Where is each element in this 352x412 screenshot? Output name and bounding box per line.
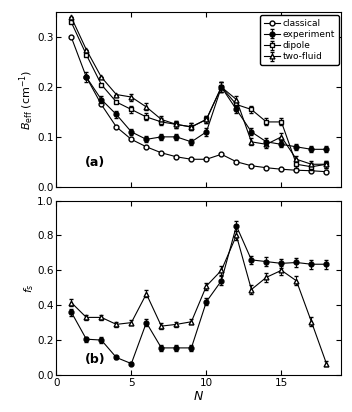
X-axis label: $N$: $N$ [193,391,205,403]
classical [114,124,119,129]
classical [174,154,178,159]
classical [84,75,88,80]
classical [324,169,328,174]
classical [264,165,269,170]
classical [99,102,103,107]
Legend: classical, experiment, dipole, two-fluid: classical, experiment, dipole, two-fluid [260,15,339,65]
classical [219,152,224,157]
classical [189,157,194,162]
Line: classical: classical [69,35,329,174]
classical [279,167,283,172]
Y-axis label: $f_s$: $f_s$ [22,283,36,293]
classical [159,150,163,155]
classical [144,144,149,149]
Y-axis label: $B_{\mathrm{eff}}$ (cm$^{-1}$): $B_{\mathrm{eff}}$ (cm$^{-1}$) [18,69,36,130]
classical [69,35,74,40]
classical [294,168,298,173]
classical [204,157,208,162]
classical [249,163,253,168]
classical [234,159,239,164]
Text: (b): (b) [85,353,106,366]
Text: (a): (a) [85,156,105,169]
classical [129,137,133,142]
classical [309,168,314,173]
